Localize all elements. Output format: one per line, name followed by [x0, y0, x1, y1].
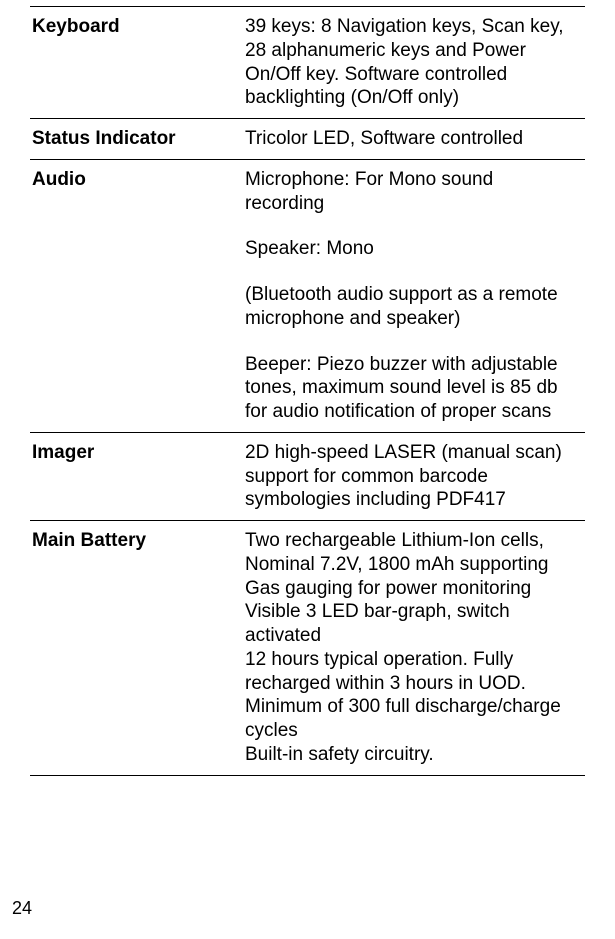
spec-value-line: Beeper: Piezo buzzer with adjustable ton…: [245, 353, 567, 424]
spec-value: Tricolor LED, Software controlled: [245, 119, 585, 159]
spec-row: Status IndicatorTricolor LED, Software c…: [30, 119, 585, 160]
spec-value: 2D high-speed LASER (manual scan) suppor…: [245, 433, 585, 520]
spec-value-line: 2D high-speed LASER (manual scan) suppor…: [245, 441, 567, 512]
spec-label: Status Indicator: [30, 119, 245, 159]
spec-value: 39 keys: 8 Navigation keys, Scan key, 28…: [245, 7, 585, 118]
spec-value-line: Gas gauging for power monitoring: [245, 577, 567, 601]
spec-value: Microphone: For Mono sound recording Spea…: [245, 160, 585, 432]
spec-row: Keyboard39 keys: 8 Navigation keys, Scan…: [30, 6, 585, 119]
spec-row: Main BatteryTwo rechargeable Lithium-Ion…: [30, 521, 585, 776]
spec-value-line: 12 hours typical operation. Fully rechar…: [245, 648, 567, 696]
spec-value-line: Two rechargeable Lithium-Ion cells, Nomi…: [245, 529, 567, 577]
spec-value-line: Visible 3 LED bar-graph, switch activate…: [245, 600, 567, 648]
spec-label: Audio: [30, 160, 245, 432]
spec-value-line: Tricolor LED, Software controlled: [245, 127, 567, 151]
spec-value-line: (Bluetooth audio support as a remote mic…: [245, 283, 567, 331]
spec-value-line: Minimum of 300 full discharge/charge cyc…: [245, 695, 567, 743]
spec-value-line: Microphone: For Mono sound recording: [245, 168, 567, 216]
spec-row: AudioMicrophone: For Mono sound recordin…: [30, 160, 585, 433]
spec-value-line: Built-in safety circuitry.: [245, 743, 567, 767]
spec-value-line: 39 keys: 8 Navigation keys, Scan key, 28…: [245, 15, 567, 110]
spec-label: Imager: [30, 433, 245, 520]
spec-label: Main Battery: [30, 521, 245, 775]
spec-value: Two rechargeable Lithium-Ion cells, Nomi…: [245, 521, 585, 775]
spec-value-line: Speaker: Mono: [245, 237, 567, 261]
spec-label: Keyboard: [30, 7, 245, 118]
spec-table: Keyboard39 keys: 8 Navigation keys, Scan…: [30, 6, 585, 776]
page-number: 24: [12, 898, 32, 919]
spec-row: Imager2D high-speed LASER (manual scan) …: [30, 433, 585, 521]
